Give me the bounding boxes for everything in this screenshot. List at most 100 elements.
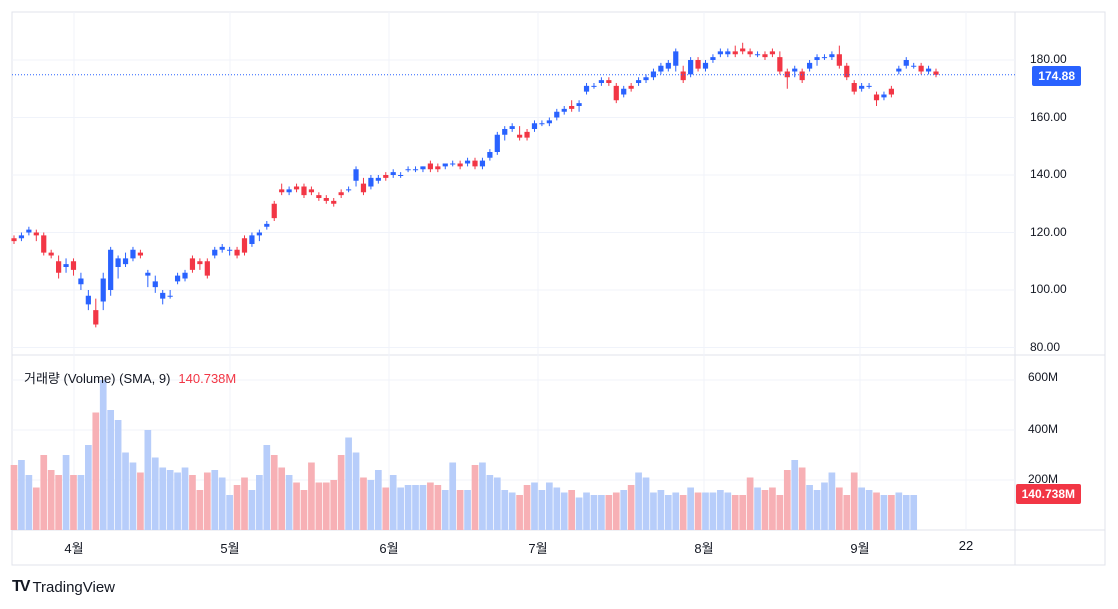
candle xyxy=(806,62,813,69)
candle xyxy=(799,71,805,81)
candle xyxy=(621,88,627,95)
candle xyxy=(821,57,828,59)
volume-bar xyxy=(739,495,747,530)
volume-bar xyxy=(99,380,107,530)
candle xyxy=(375,177,381,181)
candle xyxy=(635,80,642,83)
candle xyxy=(353,169,359,181)
candle xyxy=(769,51,776,55)
candle xyxy=(777,57,783,72)
volume-bar xyxy=(322,482,330,530)
volume-bar xyxy=(270,455,278,530)
candle xyxy=(167,295,173,297)
candle xyxy=(174,275,181,282)
candle xyxy=(182,272,188,279)
candle xyxy=(33,232,39,236)
candle xyxy=(427,163,433,170)
candle xyxy=(301,186,307,196)
x-axis-label: 6월 xyxy=(379,541,399,556)
volume-bar xyxy=(880,495,888,530)
candle xyxy=(554,111,560,118)
volume-bar xyxy=(129,462,137,530)
volume-bar xyxy=(92,412,100,530)
volume-bar xyxy=(508,492,516,530)
candle xyxy=(122,258,129,265)
volume-bar xyxy=(798,467,806,530)
candle xyxy=(561,108,567,112)
volume-bar xyxy=(523,485,531,530)
x-axis-label: 4월 xyxy=(64,541,84,556)
volume-bar xyxy=(285,475,293,530)
volume-bar xyxy=(300,490,308,530)
volume-bar xyxy=(657,490,665,530)
volume-bar xyxy=(248,490,256,530)
volume-bar xyxy=(159,467,167,530)
volume-bar xyxy=(590,495,598,530)
candle xyxy=(643,77,649,81)
volume-bar xyxy=(196,490,204,530)
volume-bar xyxy=(122,452,129,530)
volume-bar xyxy=(761,490,769,530)
volume-bar xyxy=(55,475,62,530)
volume-bar xyxy=(278,467,286,530)
candle xyxy=(405,169,411,171)
candle xyxy=(316,195,322,198)
candle xyxy=(256,232,262,236)
candle xyxy=(717,51,723,55)
volume-bar xyxy=(679,495,687,530)
candle xyxy=(524,131,530,138)
candle xyxy=(680,71,686,81)
volume-bar xyxy=(345,437,352,530)
candle xyxy=(844,65,850,78)
candle xyxy=(241,238,248,253)
volume-bar xyxy=(404,485,412,530)
price-tick-label: 160.00 xyxy=(1030,110,1067,124)
volume-bar xyxy=(694,492,702,530)
candle xyxy=(398,175,404,176)
candle xyxy=(219,246,225,250)
volume-bar xyxy=(62,455,70,530)
candle xyxy=(754,54,761,56)
volume-bar xyxy=(560,492,568,530)
volume-bar xyxy=(635,472,642,530)
volume-bar xyxy=(256,475,263,530)
candle xyxy=(56,261,62,273)
tradingview-logo[interactable]: TV TradingView xyxy=(12,578,115,596)
volume-bar xyxy=(337,455,345,530)
volume-bar xyxy=(538,490,546,530)
candle xyxy=(710,57,716,60)
candle xyxy=(702,62,709,69)
candle xyxy=(583,85,590,92)
candle xyxy=(11,238,17,242)
volume-bar xyxy=(181,467,189,530)
volume-bar xyxy=(174,472,181,530)
candle xyxy=(108,249,114,290)
volume-bar xyxy=(873,492,880,530)
candle xyxy=(48,252,54,256)
candle xyxy=(494,134,500,152)
candle xyxy=(234,249,240,256)
candle xyxy=(591,85,597,87)
candle xyxy=(383,175,389,178)
candle xyxy=(479,160,486,167)
candle xyxy=(100,278,106,302)
volume-bar xyxy=(211,470,219,530)
volume-bar xyxy=(835,487,843,530)
volume-bar xyxy=(218,477,226,530)
volume-tick-label: 400M xyxy=(1028,422,1059,436)
volume-bar xyxy=(717,490,724,530)
candle xyxy=(509,126,515,129)
volume-bar xyxy=(479,462,486,530)
volume-bar xyxy=(47,470,55,530)
candle xyxy=(539,123,545,125)
volume-bar xyxy=(627,485,635,530)
volume-bar xyxy=(553,487,561,530)
volume-bar xyxy=(389,475,397,530)
volume-bar xyxy=(374,470,382,530)
tradingview-logo-icon: TV xyxy=(12,578,31,595)
volume-bar xyxy=(672,492,680,530)
candle xyxy=(338,192,344,196)
volume-bar xyxy=(806,485,813,530)
